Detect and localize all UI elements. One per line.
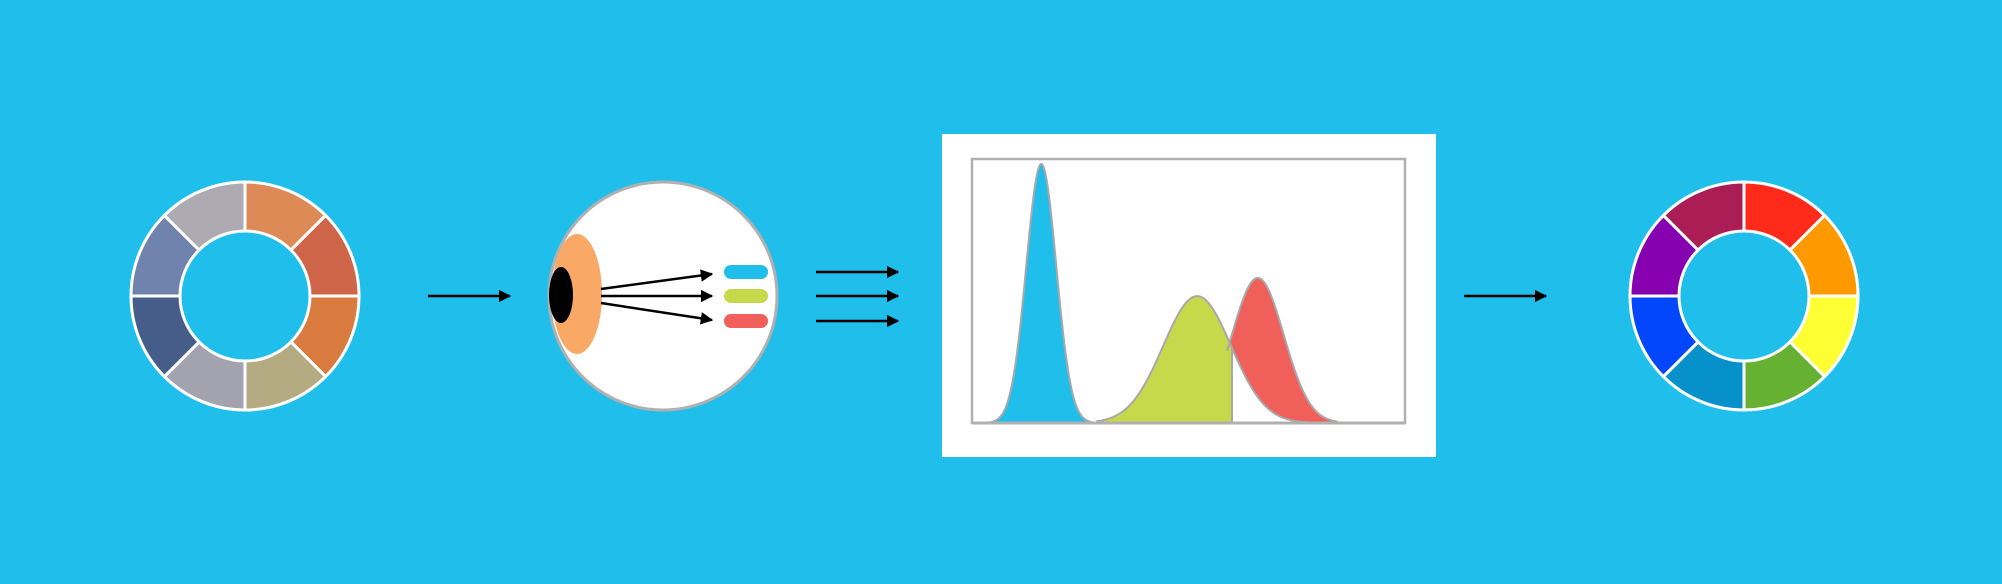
wheel-segment-magenta xyxy=(1661,180,1746,253)
receptor-bars xyxy=(724,265,768,328)
ray-upper xyxy=(600,269,714,291)
green-receptor xyxy=(724,289,768,303)
ray-lower xyxy=(600,301,714,325)
red-receptor xyxy=(724,314,768,328)
response-curves xyxy=(972,162,1405,425)
iris xyxy=(552,234,602,354)
output-color-wheel xyxy=(1628,180,1860,412)
pupil xyxy=(549,267,573,323)
wheel-segment-8 xyxy=(162,180,247,253)
eye-illustration xyxy=(547,180,779,412)
input-color-wheel xyxy=(129,180,361,412)
blue-receptor xyxy=(724,265,768,279)
cone-response-chart xyxy=(942,134,1436,457)
